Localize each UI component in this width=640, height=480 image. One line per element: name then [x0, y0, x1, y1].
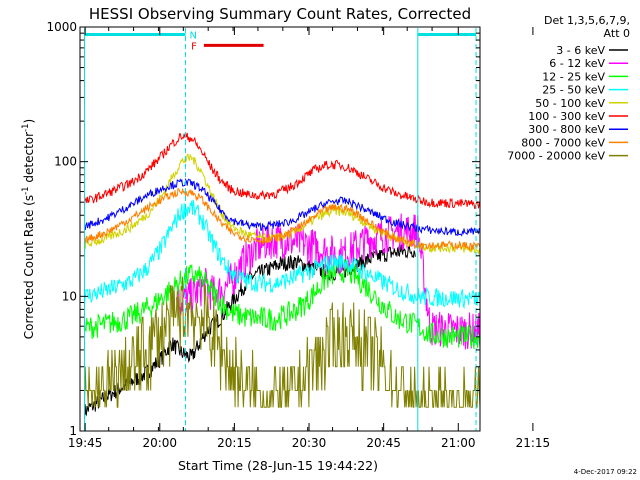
series-line-25-50-kev [84, 199, 481, 310]
legend-label-100-300-kev: 100 - 300 keV [528, 110, 605, 123]
x-tick-label: 19:45 [68, 436, 103, 450]
y-axis-label: Corrected Count Rate (s-1 detector-1) [21, 119, 36, 339]
y-axis: 1 10 100 1000 [46, 20, 480, 438]
legend-label-300-800-kev: 300 - 800 keV [528, 123, 605, 136]
legend-label-800-7000-kev: 800 - 7000 keV [521, 136, 605, 149]
series-line-300-800-kev [84, 177, 481, 237]
date-stamp: 4-Dec-2017 09:22 [574, 468, 637, 476]
x-tick-label: 21:15 [516, 436, 551, 450]
annotation-layer: NF [83, 28, 477, 431]
x-axis: 19:45 20:00 20:15 20:30 20:45 21:00 21:15 [68, 27, 550, 450]
plot-frame [79, 26, 481, 432]
series-line-7000-20000-kev [84, 276, 481, 408]
y-tick-label: 10 [62, 289, 77, 303]
x-axis-label: Start Time (28-Jun-15 19:44:22) [178, 458, 378, 473]
y-tick-label: 1000 [46, 20, 77, 34]
legend-title-line-1: Det 1,3,5,6,7,9, [544, 14, 630, 27]
series-line-800-7000-kev [84, 188, 481, 252]
y-tick-label: 1 [69, 424, 77, 438]
series-layer [84, 132, 481, 420]
x-tick-label: 20:30 [292, 436, 327, 450]
series-line-100-300-kev [84, 132, 481, 209]
x-tick-label: 20:15 [217, 436, 252, 450]
legend-label-25-50-kev: 25 - 50 keV [542, 84, 605, 97]
legend-title-line-2: Att 0 [604, 27, 630, 40]
legend-label-6-12-kev: 6 - 12 keV [549, 57, 605, 70]
legend-label-12-25-kev: 12 - 25 keV [542, 70, 605, 83]
legend-label-50-100-kev: 50 - 100 keV [535, 97, 605, 110]
x-tick-label: 20:00 [142, 436, 177, 450]
flare-marker-label: F [191, 41, 197, 52]
x-tick-label: 20:45 [366, 436, 401, 450]
y-tick-label: 100 [54, 155, 77, 169]
chart-title: HESSI Observing Summary Count Rates, Cor… [89, 5, 471, 23]
legend-label-7000-20000-kev: 7000 - 20000 keV [507, 150, 605, 163]
x-tick-label: 21:00 [441, 436, 476, 450]
series-line-50-100-kev [84, 153, 481, 255]
legend-label-3-6-kev: 3 - 6 keV [556, 44, 605, 57]
night-marker-label: N [189, 30, 196, 41]
series-line-12-25-kev [84, 259, 481, 350]
